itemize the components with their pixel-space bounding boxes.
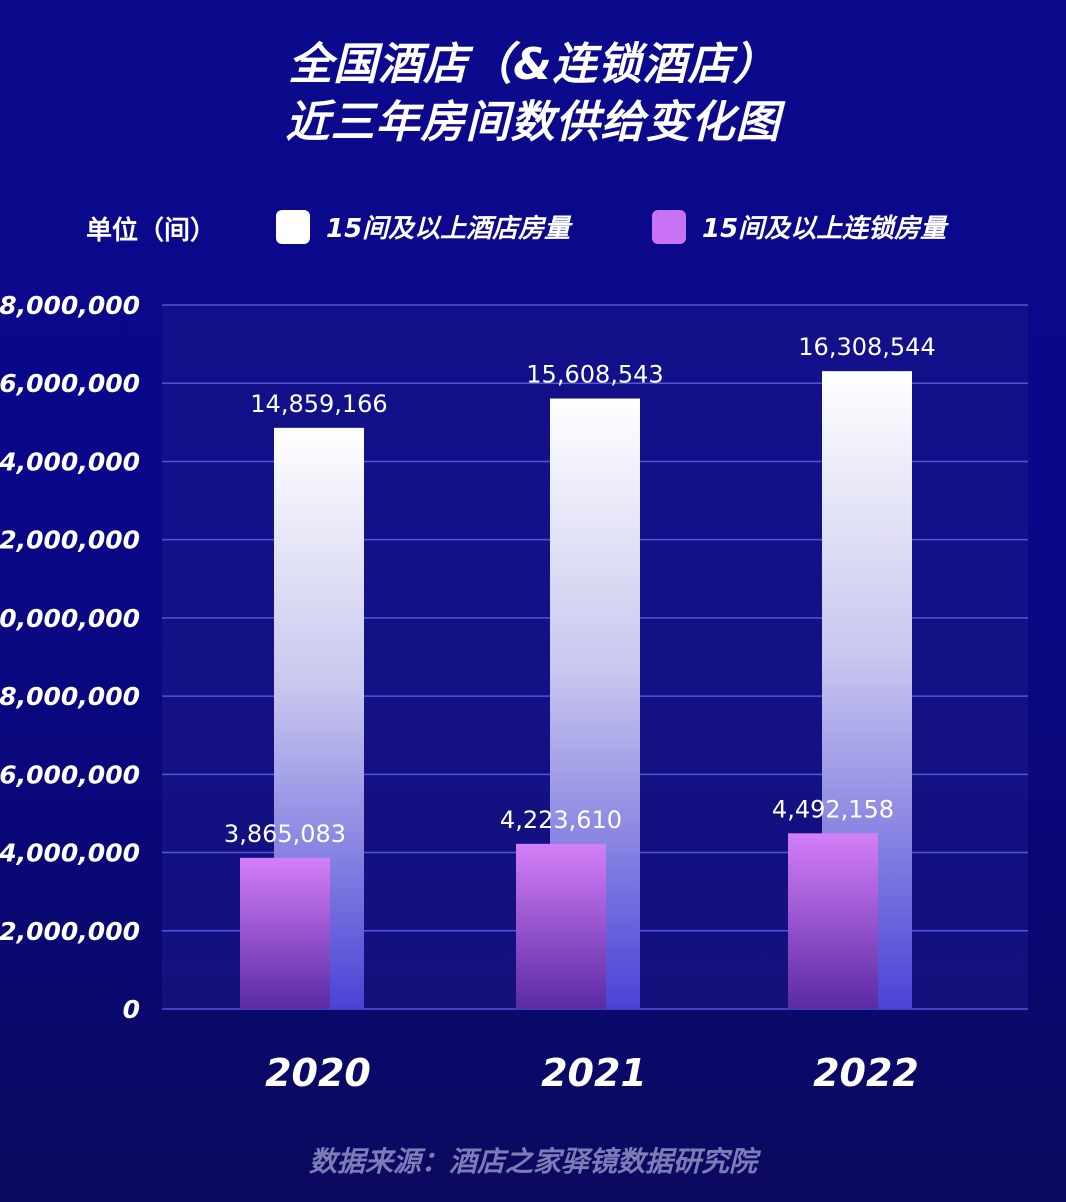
- y-tick-label: 18,000,000: [0, 291, 140, 320]
- legend-swatch-hotel: [276, 209, 310, 244]
- x-tick-label-2020: 2020: [265, 1051, 371, 1095]
- x-tick-label-2022: 2022: [813, 1051, 919, 1095]
- y-tick-label: 6,000,000: [0, 760, 140, 789]
- chart-title-line2: 近三年房间数供给变化图: [285, 97, 781, 148]
- data-label-chain-2021: 4,223,610: [500, 806, 622, 834]
- data-label-chain-2020: 3,865,083: [224, 820, 346, 848]
- unit-label: 单位（间）: [86, 216, 217, 246]
- bar-chain-2022: [788, 833, 878, 1009]
- legend-item-chain: 15间及以上连锁房量: [652, 208, 946, 245]
- bar-chain-2021: [516, 843, 606, 1009]
- y-tick-label: 8,000,000: [0, 682, 140, 711]
- legend-label-hotel: 15间及以上酒店房量: [326, 214, 571, 244]
- y-tick-label: 16,000,000: [0, 369, 140, 398]
- legend-label-chain: 15间及以上连锁房量: [702, 214, 947, 244]
- y-tick-label: 4,000,000: [0, 839, 140, 868]
- data-label-hotel-2021: 15,608,543: [526, 361, 663, 389]
- chart-title-line1: 全国酒店（&连锁酒店）: [288, 39, 778, 90]
- source-note: 数据来源：酒店之家驿镜数据研究院: [308, 1145, 757, 1178]
- x-tick-label-2021: 2021: [541, 1051, 647, 1095]
- y-tick-label: 12,000,000: [0, 526, 140, 555]
- y-tick-label: 14,000,000: [0, 447, 140, 476]
- data-label-hotel-2022: 16,308,544: [798, 333, 935, 361]
- y-tick-label: 10,000,000: [0, 604, 140, 633]
- y-tick-label: 0: [123, 995, 140, 1024]
- bar-chain-2020: [240, 857, 330, 1009]
- data-label-hotel-2020: 14,859,166: [250, 390, 387, 418]
- legend-item-hotel: 15间及以上酒店房量: [276, 208, 570, 245]
- y-tick-label: 2,000,000: [0, 917, 140, 946]
- legend-swatch-chain: [652, 209, 686, 244]
- data-label-chain-2022: 4,492,158: [772, 795, 894, 823]
